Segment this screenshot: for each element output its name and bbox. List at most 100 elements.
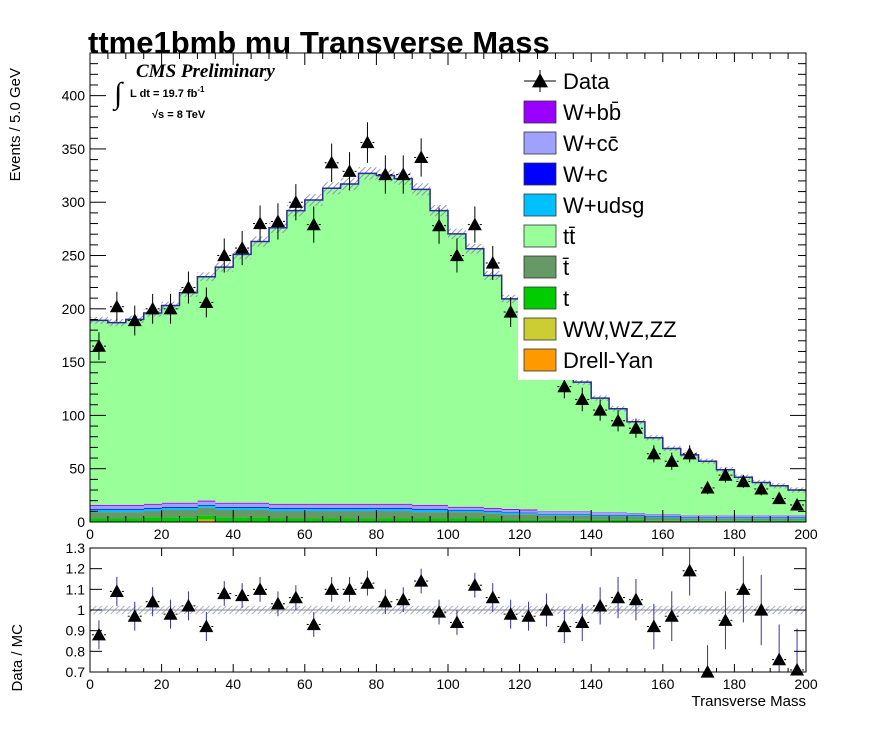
stack-bar <box>215 509 234 518</box>
stack-bar <box>627 519 646 522</box>
stack-bar <box>644 517 664 521</box>
stack-bar <box>430 518 449 522</box>
stack-bar <box>161 503 180 507</box>
stack-bar <box>752 520 771 522</box>
stack-bar <box>269 508 288 512</box>
stack-bar <box>465 507 485 510</box>
data-marker <box>575 392 590 406</box>
stack-bar <box>412 518 431 522</box>
data-point <box>270 203 285 240</box>
stack-bar <box>107 509 127 513</box>
main-axes: 0 20 40 60 80 100 120 140 160 180 200 0 50 100 150 200 2… <box>62 52 818 542</box>
legend-swatch <box>523 193 557 217</box>
ratio-marker <box>503 607 518 620</box>
legend-label: W+cc̄ <box>563 131 619 156</box>
stack-bar <box>734 520 753 522</box>
stack-bar <box>501 512 520 513</box>
x-tick-label: 180 <box>723 526 747 542</box>
stack-bar <box>197 519 216 521</box>
ratio-x-tick-label: 120 <box>508 676 532 692</box>
data-point <box>682 445 697 463</box>
legend-entry: t̄ <box>523 255 569 280</box>
stack-bar <box>376 503 395 505</box>
stack-bar <box>465 510 485 513</box>
stack-bar <box>716 517 735 518</box>
legend-label: t <box>563 286 569 311</box>
ratio-point <box>235 583 250 608</box>
stack-bar <box>197 515 216 520</box>
ratio-point <box>611 576 626 619</box>
stack-bar <box>465 518 485 522</box>
ratio-marker <box>163 607 178 620</box>
stack-bar <box>233 503 252 507</box>
ratio-point <box>718 591 733 650</box>
legend-swatch <box>523 224 557 248</box>
stack-layer-3 <box>90 507 807 521</box>
stack-bar <box>286 210 306 504</box>
data-marker <box>360 135 375 149</box>
stack-bar <box>412 189 431 505</box>
ratio-x-tick-label: 140 <box>580 676 604 692</box>
data-marker <box>270 214 285 228</box>
ratio-marker <box>253 582 268 595</box>
stack-bar <box>698 517 717 519</box>
ratio-point <box>324 576 339 602</box>
ratio-marker <box>557 619 572 633</box>
stack-bar <box>90 518 109 522</box>
stack-bar <box>197 500 216 502</box>
cms-label: CMS Preliminary <box>136 61 275 82</box>
data-marker <box>449 248 464 262</box>
stack-bar <box>448 512 467 519</box>
stack-bar <box>448 518 467 522</box>
ratio-point <box>91 620 106 650</box>
stack-bar <box>698 520 717 522</box>
data-marker <box>700 480 715 494</box>
stack-bar <box>501 519 520 522</box>
stack-bar <box>483 275 502 508</box>
stack-bar <box>125 509 144 510</box>
stack-bar <box>251 506 270 508</box>
stack-bar <box>573 382 592 512</box>
stack-bar <box>340 511 359 519</box>
stack-bar <box>340 508 359 512</box>
ratio-point <box>288 585 303 610</box>
stack-bar <box>412 512 431 519</box>
stack-bar <box>197 276 216 501</box>
stack-bar <box>143 508 162 509</box>
ratio-point <box>575 603 590 641</box>
stack-bar <box>555 367 574 512</box>
stack-bar <box>573 519 592 522</box>
data-marker <box>163 301 178 315</box>
stack-bar <box>501 509 520 513</box>
stack-bar <box>680 517 699 519</box>
legend-entry: Data <box>524 69 610 94</box>
data-marker <box>503 305 518 318</box>
stack-bar <box>770 517 789 519</box>
ratio-axes: 0 20 40 60 80 100 120 140 160 180 200 0.7 0.8 0.9 1 1.1… <box>66 540 818 692</box>
stack-bar <box>627 515 646 516</box>
stack-bar <box>644 514 664 516</box>
data-marker <box>557 379 572 393</box>
ratio-y-tick-label: 0.8 <box>66 643 86 659</box>
stack-bar <box>394 503 413 505</box>
stack-bar <box>662 515 681 517</box>
ratio-marker <box>772 652 787 666</box>
stack-bar <box>716 517 735 519</box>
legend-label: t̄ <box>563 255 569 280</box>
stack-bar <box>573 515 592 520</box>
stack-bar <box>376 518 395 522</box>
ratio-y-tick-label: 1 <box>77 602 85 618</box>
ratio-point <box>270 591 285 617</box>
ratio-marker <box>235 588 250 602</box>
stack-bar <box>752 516 771 518</box>
stack-bar <box>251 517 270 522</box>
stack-bar <box>591 514 610 516</box>
stack-bar <box>215 517 234 522</box>
stack-bar <box>179 503 198 507</box>
data-point <box>611 410 626 432</box>
data-point <box>593 399 608 421</box>
stack-bar <box>519 519 538 522</box>
data-point <box>754 481 769 496</box>
chart-title: ttme1bmb mu Transverse Mass <box>88 25 550 60</box>
stack-bar <box>161 507 180 510</box>
